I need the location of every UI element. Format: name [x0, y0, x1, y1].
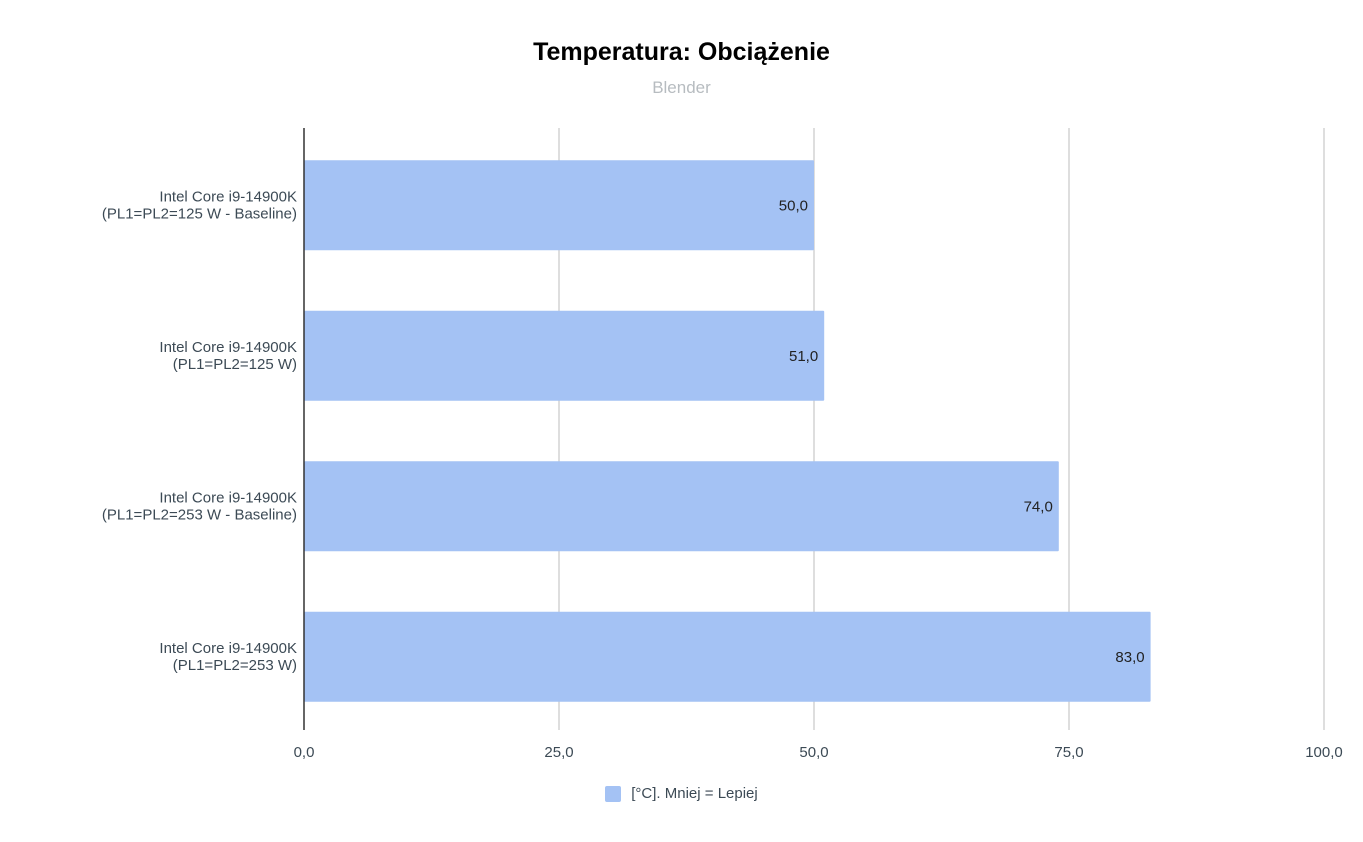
chart-title: Temperatura: Obciążenie — [533, 38, 830, 66]
bar — [304, 611, 1151, 702]
x-tick-label: 25,0 — [544, 744, 573, 761]
bar — [304, 160, 814, 251]
legend-swatch — [605, 785, 622, 802]
category-label: (PL1=PL2=253 W) — [173, 657, 297, 674]
data-label: 50,0 — [779, 197, 808, 214]
x-tick-label: 50,0 — [799, 744, 828, 761]
category-label: Intel Core i9-14900K — [159, 489, 297, 506]
x-tick-label: 100,0 — [1305, 744, 1343, 761]
category-label: Intel Core i9-14900K — [159, 640, 297, 657]
legend: [°C]. Mniej = Lepiej — [0, 785, 1363, 802]
data-label: 83,0 — [1115, 649, 1144, 666]
chart-subtitle: Blender — [652, 78, 711, 97]
legend-label: [°C]. Mniej = Lepiej — [631, 785, 758, 802]
category-label: (PL1=PL2=125 W - Baseline) — [102, 205, 297, 222]
bar — [304, 310, 825, 401]
category-label: (PL1=PL2=125 W) — [173, 356, 297, 373]
x-tick-label: 0,0 — [294, 744, 315, 761]
category-label: (PL1=PL2=253 W - Baseline) — [102, 506, 297, 523]
bar — [304, 461, 1059, 552]
data-label: 74,0 — [1024, 498, 1053, 515]
x-tick-label: 75,0 — [1054, 744, 1083, 761]
category-label: Intel Core i9-14900K — [159, 339, 297, 356]
data-label: 51,0 — [789, 348, 818, 365]
category-label: Intel Core i9-14900K — [159, 188, 297, 205]
